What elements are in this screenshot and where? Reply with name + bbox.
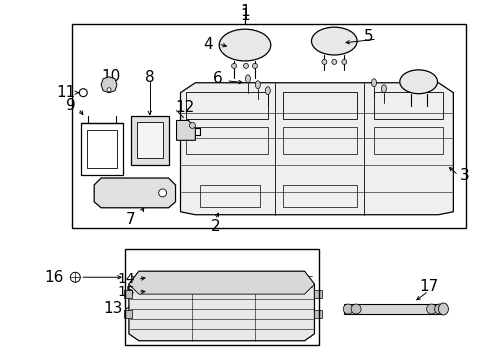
Polygon shape: [180, 83, 452, 215]
Text: 1: 1: [240, 4, 249, 19]
Text: 4: 4: [203, 37, 213, 51]
Bar: [314, 310, 322, 318]
Text: 1: 1: [240, 8, 249, 23]
Circle shape: [321, 59, 326, 64]
Text: 14: 14: [117, 272, 135, 286]
Text: 16: 16: [44, 270, 63, 285]
Bar: [87, 130, 117, 168]
Bar: [186, 92, 267, 120]
Bar: [137, 122, 163, 158]
Circle shape: [252, 63, 257, 68]
Bar: [123, 310, 132, 318]
Bar: [131, 116, 168, 165]
Text: 17: 17: [418, 279, 437, 294]
Circle shape: [426, 304, 436, 314]
Bar: [314, 290, 322, 298]
Circle shape: [343, 304, 352, 314]
Polygon shape: [176, 121, 195, 140]
Text: 10: 10: [101, 69, 120, 84]
Text: 7: 7: [126, 212, 135, 227]
Text: 5: 5: [364, 28, 373, 44]
Circle shape: [79, 89, 87, 96]
Ellipse shape: [245, 75, 250, 83]
Ellipse shape: [219, 29, 270, 61]
Ellipse shape: [381, 85, 386, 93]
Ellipse shape: [438, 303, 447, 315]
Polygon shape: [129, 271, 314, 341]
Bar: [373, 127, 443, 154]
Bar: [81, 123, 122, 175]
Text: 9: 9: [65, 98, 75, 113]
Circle shape: [243, 63, 248, 68]
Circle shape: [331, 59, 336, 64]
Text: 13: 13: [103, 301, 122, 316]
Circle shape: [350, 304, 360, 314]
Circle shape: [158, 189, 166, 197]
Bar: [200, 185, 259, 207]
Ellipse shape: [371, 79, 376, 87]
Bar: [373, 92, 443, 120]
Bar: [282, 127, 356, 154]
Text: 3: 3: [458, 167, 468, 183]
Text: 6: 6: [212, 71, 222, 86]
Circle shape: [107, 88, 111, 92]
Text: 8: 8: [144, 70, 154, 85]
Bar: [344, 304, 443, 314]
Circle shape: [231, 63, 236, 68]
Circle shape: [341, 59, 346, 64]
Ellipse shape: [255, 81, 260, 89]
Polygon shape: [129, 271, 314, 294]
Bar: [282, 92, 356, 120]
Circle shape: [434, 304, 444, 314]
Text: 12: 12: [175, 100, 194, 115]
Polygon shape: [94, 178, 175, 208]
Bar: [186, 127, 267, 154]
Bar: [124, 249, 319, 345]
Bar: [282, 185, 356, 207]
Ellipse shape: [311, 27, 356, 55]
Text: 15: 15: [117, 285, 135, 299]
Ellipse shape: [265, 87, 270, 95]
Bar: [123, 290, 132, 298]
Bar: [72, 24, 466, 228]
Circle shape: [189, 122, 195, 129]
Ellipse shape: [399, 70, 437, 94]
Text: 11: 11: [56, 85, 75, 100]
Polygon shape: [101, 77, 117, 93]
Text: 2: 2: [210, 219, 220, 234]
